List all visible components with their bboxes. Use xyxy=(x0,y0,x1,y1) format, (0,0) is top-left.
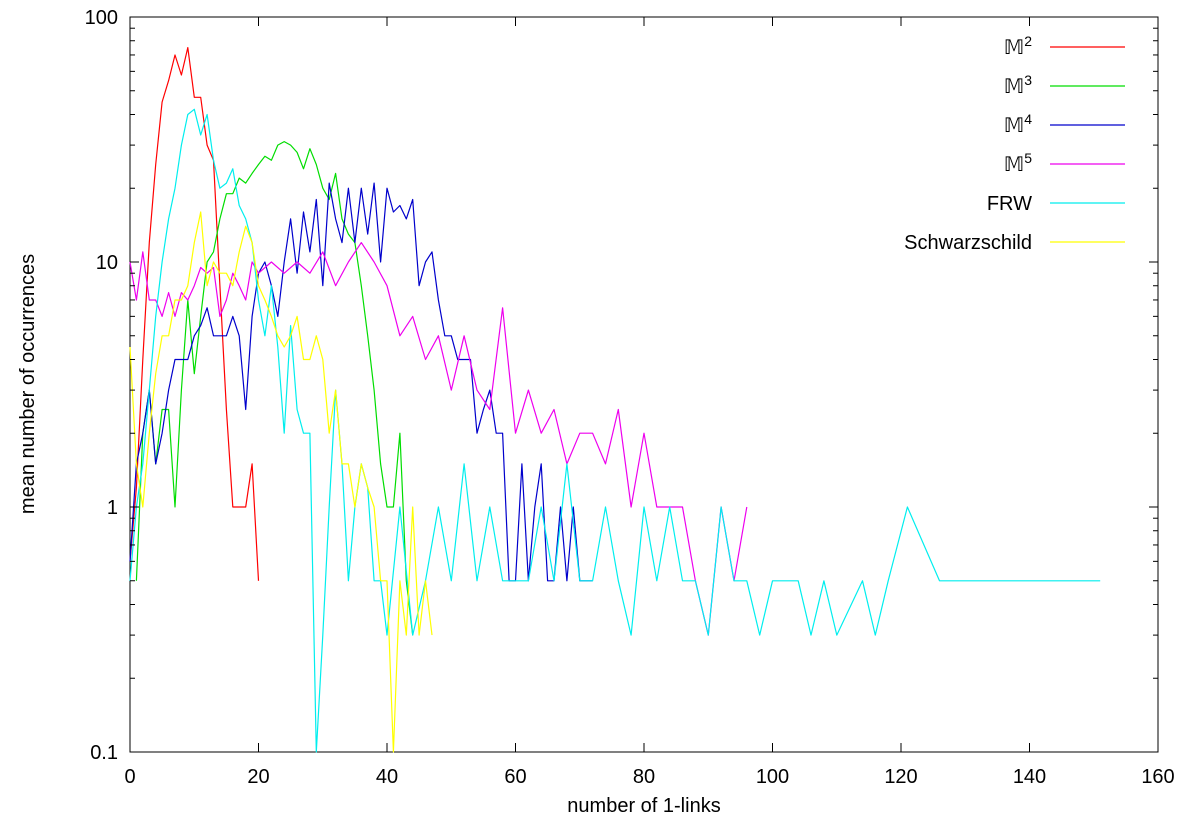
y-tick-label: 100 xyxy=(85,7,118,29)
series-line-m2 xyxy=(129,46,260,581)
y-tick-label: 0.1 xyxy=(90,742,118,764)
x-tick-label: 140 xyxy=(1013,766,1046,788)
series-line-m3 xyxy=(135,141,414,636)
x-tick-label: 0 xyxy=(124,766,135,788)
legend-label: 𝕄4 xyxy=(1004,111,1033,137)
legend: 𝕄2 𝕄3 𝕄4 𝕄5 FRW Schwarzschild xyxy=(904,33,1125,254)
x-tick-label: 160 xyxy=(1141,766,1174,788)
x-tick-label: 60 xyxy=(504,766,526,788)
legend-label: 𝕄3 xyxy=(1004,72,1033,98)
y-tick-label: 10 xyxy=(96,252,118,274)
legend-label: 𝕄2 xyxy=(1004,33,1033,59)
x-tick-label: 40 xyxy=(376,766,398,788)
x-tick-label: 80 xyxy=(633,766,655,788)
x-axis-label: number of 1-links xyxy=(567,795,720,817)
legend-label: Schwarzschild xyxy=(904,232,1032,254)
legend-label: 𝕄5 xyxy=(1004,150,1033,176)
ticks-layer: 0 20 40 60 80 100 120 140 160 0.1 1 10 100 xyxy=(85,7,1175,788)
y-tick-label: 1 xyxy=(107,497,118,519)
legend-label: FRW xyxy=(987,193,1032,215)
y-axis-label: mean number of occurrences xyxy=(17,254,39,514)
x-tick-label: 120 xyxy=(884,766,917,788)
series-line-schwarzschild xyxy=(129,211,433,753)
x-tick-label: 20 xyxy=(247,766,269,788)
series-line-frw xyxy=(129,108,1101,753)
series-layer xyxy=(129,46,1101,753)
series-line-m5 xyxy=(129,242,748,636)
x-tick-label: 100 xyxy=(756,766,789,788)
